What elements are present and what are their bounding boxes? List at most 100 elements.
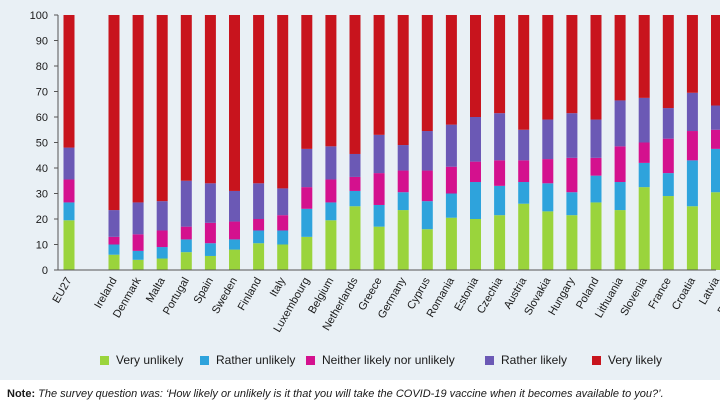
- bar-segment-italy-very-unlikely: [277, 244, 289, 270]
- bar-segment-estonia-very-unlikely: [470, 219, 481, 270]
- bar-segment-slovenia-very-unlikely: [638, 187, 650, 270]
- legend-label: Very likely: [608, 353, 663, 367]
- bar-segment-estonia-neither-likely-nor-unlikely: [470, 161, 481, 183]
- bar-segment-czechia-very-likely: [494, 15, 506, 114]
- bar-segment-belgium-neither-likely-nor-unlikely: [325, 179, 337, 203]
- bar-segment-belgium-rather-unlikely: [325, 202, 337, 221]
- legend-label: Rather unlikely: [216, 353, 296, 367]
- bar-stack-ireland: [108, 15, 120, 270]
- bar-stack-poland: [590, 15, 602, 270]
- bar-segment-latvia-very-unlikely: [711, 192, 720, 270]
- y-tick-label: 50: [36, 138, 48, 150]
- y-tick-label: 60: [36, 112, 48, 124]
- legend-swatch: [306, 355, 315, 365]
- bar-segment-romania-rather-unlikely: [445, 193, 457, 218]
- bar-segment-czechia-rather-unlikely: [494, 185, 506, 216]
- bar-segment-denmark-neither-likely-nor-unlikely: [132, 234, 144, 251]
- bar-segment-eu27-rather-unlikely: [63, 202, 75, 221]
- y-axis: 0 10 20 30 40 50 60 70 80 90 100: [30, 10, 59, 277]
- bar-segment-malta-rather-unlikely: [156, 247, 168, 259]
- bar-stack-italy: [277, 15, 289, 270]
- bar-stack-czechia: [494, 15, 506, 270]
- bar-segment-portugal-neither-likely-nor-unlikely: [180, 226, 192, 240]
- bar-stack-netherlands: [349, 15, 361, 270]
- bar-segment-netherlands-very-unlikely: [349, 206, 361, 270]
- bar-segment-italy-rather-likely: [277, 188, 289, 216]
- bar-segment-france-very-unlikely: [662, 196, 674, 270]
- bar-segment-sweden-neither-likely-nor-unlikely: [229, 221, 240, 240]
- x-tick-label-croatia: Croatia: [670, 275, 699, 312]
- bar-segment-france-rather-unlikely: [662, 173, 674, 197]
- y-tick-label: 80: [36, 61, 48, 73]
- bar-segment-denmark-rather-unlikely: [132, 250, 144, 260]
- bar-segment-spain-rather-unlikely: [204, 243, 216, 256]
- bar-segment-latvia-very-likely: [711, 15, 720, 106]
- bar-segment-finland-very-likely: [253, 15, 265, 184]
- bar-segment-sweden-rather-likely: [229, 190, 240, 222]
- bar-stack-croatia: [686, 15, 698, 270]
- bar-segment-hungary-very-likely: [566, 15, 578, 114]
- bar-segment-poland-rather-unlikely: [590, 175, 602, 203]
- bar-segment-netherlands-rather-likely: [349, 153, 361, 177]
- y-tick-label: 30: [36, 189, 48, 201]
- bar-segment-slovakia-very-unlikely: [542, 211, 554, 270]
- bar-segment-slovakia-very-likely: [542, 15, 554, 120]
- bar-segment-slovenia-rather-likely: [638, 97, 650, 143]
- bar-segment-finland-rather-likely: [253, 183, 265, 219]
- bar-segment-luxembourg-rather-unlikely: [301, 208, 313, 237]
- bar-stack-romania: [445, 15, 457, 270]
- bar-segment-croatia-rather-unlikely: [686, 160, 698, 207]
- bar-segment-romania-very-unlikely: [445, 217, 457, 270]
- y-tick-label: 90: [36, 36, 48, 48]
- bar-segment-slovakia-neither-likely-nor-unlikely: [542, 159, 554, 184]
- bar-segment-belgium-very-unlikely: [325, 220, 337, 270]
- bar-stack-slovenia: [638, 15, 650, 270]
- bar-segment-estonia-rather-unlikely: [470, 182, 481, 219]
- bar-stack-lithuania: [614, 15, 626, 270]
- bar-segment-malta-very-unlikely: [156, 258, 168, 270]
- x-tick-label-finland: Finland: [236, 276, 264, 313]
- legend: Very unlikely Rather unlikely Neither like…: [100, 353, 700, 371]
- bar-segment-ireland-rather-unlikely: [108, 244, 120, 255]
- bar-stack-finland: [253, 15, 265, 270]
- bar-segment-romania-very-likely: [445, 15, 457, 125]
- y-tick-label: 70: [36, 87, 48, 99]
- x-tick-label-spain: Spain: [192, 276, 216, 306]
- bar-segment-poland-very-likely: [590, 15, 602, 120]
- bar-segment-slovakia-rather-likely: [542, 119, 554, 160]
- bar-segment-romania-neither-likely-nor-unlikely: [445, 166, 457, 194]
- bar-segment-croatia-very-likely: [686, 15, 698, 93]
- bar-segment-eu27-rather-likely: [63, 147, 75, 180]
- bar-segment-czechia-neither-likely-nor-unlikely: [494, 160, 506, 186]
- bar-stack-slovakia: [542, 15, 554, 270]
- bar-segment-czechia-very-unlikely: [494, 215, 506, 270]
- bar-stack-austria: [518, 15, 530, 270]
- bar-segment-estonia-very-likely: [470, 15, 481, 117]
- legend-label: Neither likely nor unlikely: [322, 353, 455, 367]
- bar-stack-estonia: [470, 15, 481, 270]
- bar-segment-finland-very-unlikely: [253, 243, 265, 270]
- bar-segment-eu27-neither-likely-nor-unlikely: [63, 179, 75, 203]
- bar-segment-greece-very-likely: [373, 15, 385, 135]
- bar-stack-belgium: [325, 15, 337, 270]
- bar-segment-germany-very-likely: [397, 15, 409, 146]
- bar-segment-austria-rather-likely: [518, 129, 530, 161]
- bar-segment-france-neither-likely-nor-unlikely: [662, 138, 674, 174]
- note: Note: The survey question was: ‘How like…: [7, 388, 664, 400]
- bar-segment-slovenia-very-likely: [638, 15, 650, 98]
- bar-segment-denmark-rather-likely: [132, 202, 144, 235]
- bar-segment-austria-very-likely: [518, 15, 530, 130]
- bar-segment-lithuania-very-likely: [614, 15, 626, 101]
- y-tick-label: 20: [36, 214, 48, 226]
- bar-stack-cyprus: [421, 15, 433, 270]
- bar-segment-germany-neither-likely-nor-unlikely: [397, 170, 409, 193]
- bar-segment-ireland-very-likely: [108, 15, 120, 211]
- bar-segment-finland-rather-unlikely: [253, 230, 265, 244]
- bar-stack-france: [662, 15, 674, 270]
- bar-segment-poland-neither-likely-nor-unlikely: [590, 157, 602, 176]
- bar-segment-slovenia-neither-likely-nor-unlikely: [638, 142, 650, 163]
- bar-segment-hungary-neither-likely-nor-unlikely: [566, 157, 578, 193]
- note-bar: Note: The survey question was: ‘How like…: [0, 380, 720, 414]
